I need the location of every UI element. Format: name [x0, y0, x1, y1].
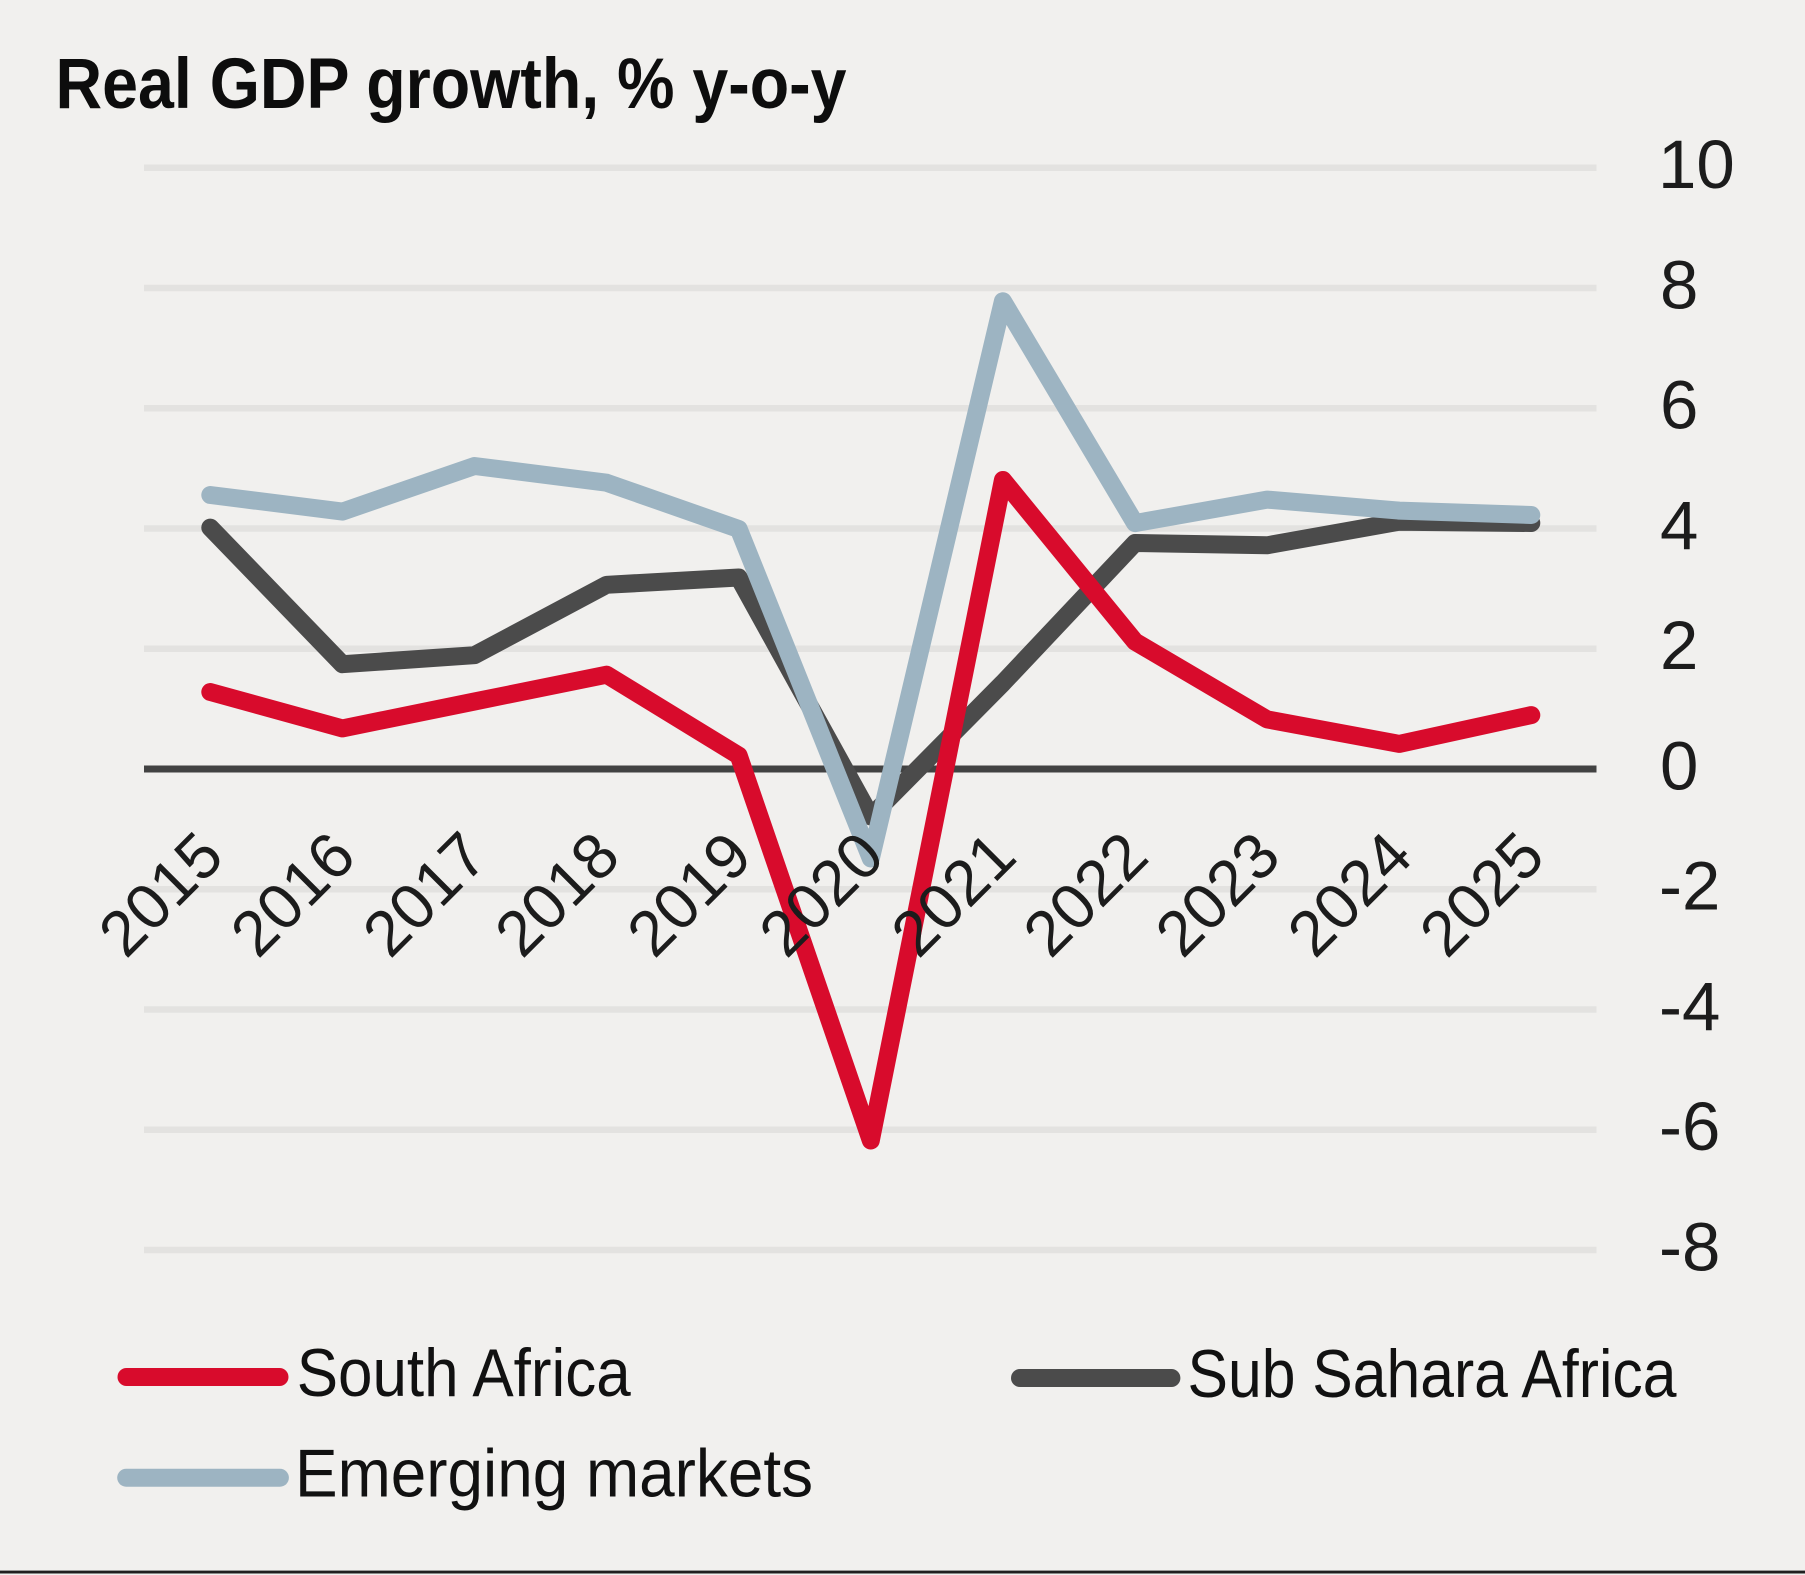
svg-text:-4: -4: [1659, 968, 1720, 1045]
svg-text:0: 0: [1660, 727, 1698, 804]
svg-text:-6: -6: [1659, 1088, 1720, 1165]
svg-text:Emerging markets: Emerging markets: [295, 1436, 813, 1512]
svg-text:Real GDP growth, % y-o-y: Real GDP growth, % y-o-y: [56, 45, 847, 124]
svg-text:-2: -2: [1659, 848, 1720, 925]
svg-text:Sub Sahara Africa: Sub Sahara Africa: [1188, 1336, 1677, 1412]
svg-text:6: 6: [1660, 367, 1698, 444]
svg-text:4: 4: [1660, 487, 1698, 564]
svg-text:2: 2: [1660, 607, 1698, 684]
svg-text:8: 8: [1660, 246, 1698, 323]
svg-text:-8: -8: [1659, 1208, 1720, 1285]
svg-text:10: 10: [1658, 126, 1735, 203]
svg-text:South Africa: South Africa: [297, 1335, 631, 1411]
